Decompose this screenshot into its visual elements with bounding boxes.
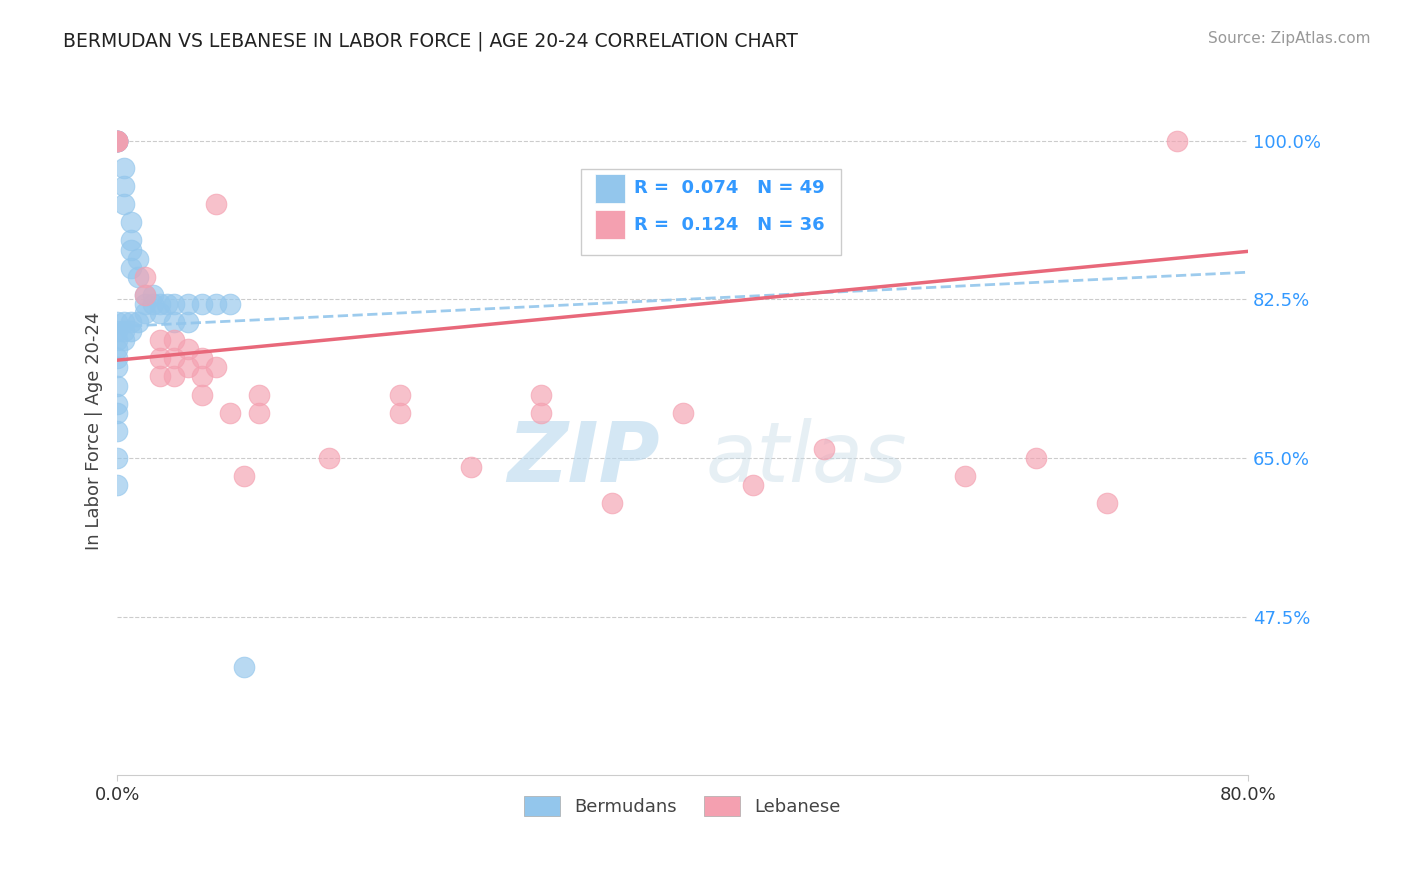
Point xyxy=(105,378,128,392)
Point xyxy=(127,269,149,284)
Point xyxy=(149,333,172,347)
Text: ZIP: ZIP xyxy=(508,418,659,499)
Point xyxy=(134,297,156,311)
Point xyxy=(134,306,156,320)
Point xyxy=(112,324,135,338)
Point xyxy=(460,460,482,475)
Point xyxy=(163,333,186,347)
Point xyxy=(149,351,172,366)
Point xyxy=(388,387,411,401)
Point xyxy=(120,324,142,338)
Point xyxy=(105,333,128,347)
Point xyxy=(742,478,765,492)
Point xyxy=(388,406,411,420)
Point xyxy=(105,343,128,357)
Text: R =  0.074   N = 49: R = 0.074 N = 49 xyxy=(634,179,824,197)
Point xyxy=(105,478,128,492)
Point xyxy=(163,315,186,329)
Point xyxy=(127,315,149,329)
Point xyxy=(149,369,172,384)
Point xyxy=(191,387,214,401)
FancyBboxPatch shape xyxy=(581,169,841,255)
Point xyxy=(205,297,228,311)
Legend: Bermudans, Lebanese: Bermudans, Lebanese xyxy=(516,789,848,823)
Point xyxy=(247,387,270,401)
Point xyxy=(120,260,142,275)
Point xyxy=(112,161,135,175)
Point xyxy=(177,360,200,375)
Point xyxy=(134,288,156,302)
Point xyxy=(953,469,976,483)
Point xyxy=(112,197,135,211)
Point xyxy=(120,315,142,329)
Point xyxy=(149,306,172,320)
Point xyxy=(191,351,214,366)
Point xyxy=(1166,134,1188,148)
Point xyxy=(530,387,553,401)
Point xyxy=(105,134,128,148)
Text: Source: ZipAtlas.com: Source: ZipAtlas.com xyxy=(1208,31,1371,46)
Point xyxy=(141,297,163,311)
Point xyxy=(134,269,156,284)
Point xyxy=(163,351,186,366)
Point xyxy=(671,406,693,420)
Point xyxy=(530,406,553,420)
Point xyxy=(105,360,128,375)
Text: BERMUDAN VS LEBANESE IN LABOR FORCE | AGE 20-24 CORRELATION CHART: BERMUDAN VS LEBANESE IN LABOR FORCE | AG… xyxy=(63,31,799,51)
Point xyxy=(105,134,128,148)
Point xyxy=(177,297,200,311)
Point xyxy=(205,360,228,375)
Point xyxy=(127,252,149,266)
Point xyxy=(105,406,128,420)
Text: atlas: atlas xyxy=(706,418,907,499)
Point xyxy=(813,442,835,456)
Point xyxy=(105,134,128,148)
Point xyxy=(233,659,256,673)
FancyBboxPatch shape xyxy=(596,174,624,202)
Point xyxy=(163,369,186,384)
Text: R =  0.124   N = 36: R = 0.124 N = 36 xyxy=(634,216,824,234)
Y-axis label: In Labor Force | Age 20-24: In Labor Force | Age 20-24 xyxy=(86,311,103,550)
Point xyxy=(120,243,142,257)
Point xyxy=(219,297,242,311)
Point xyxy=(105,397,128,411)
Point xyxy=(105,315,128,329)
Point xyxy=(105,351,128,366)
Point xyxy=(149,297,172,311)
Point xyxy=(105,324,128,338)
Point xyxy=(120,215,142,229)
Point xyxy=(105,134,128,148)
Point xyxy=(134,288,156,302)
Point xyxy=(177,343,200,357)
Point xyxy=(105,134,128,148)
Point xyxy=(105,134,128,148)
Point xyxy=(1095,496,1118,510)
Point xyxy=(112,179,135,194)
Point xyxy=(112,333,135,347)
Point xyxy=(177,315,200,329)
Point xyxy=(112,315,135,329)
FancyBboxPatch shape xyxy=(596,211,624,239)
Point xyxy=(105,134,128,148)
Point xyxy=(105,134,128,148)
Point xyxy=(600,496,623,510)
Point xyxy=(156,297,179,311)
Point xyxy=(105,134,128,148)
Point xyxy=(233,469,256,483)
Point xyxy=(205,197,228,211)
Point xyxy=(191,297,214,311)
Point xyxy=(247,406,270,420)
Point xyxy=(105,424,128,438)
Point xyxy=(1025,451,1047,466)
Point xyxy=(219,406,242,420)
Point xyxy=(120,234,142,248)
Point xyxy=(163,297,186,311)
Point xyxy=(105,451,128,466)
Point xyxy=(141,288,163,302)
Point xyxy=(191,369,214,384)
Point xyxy=(318,451,340,466)
